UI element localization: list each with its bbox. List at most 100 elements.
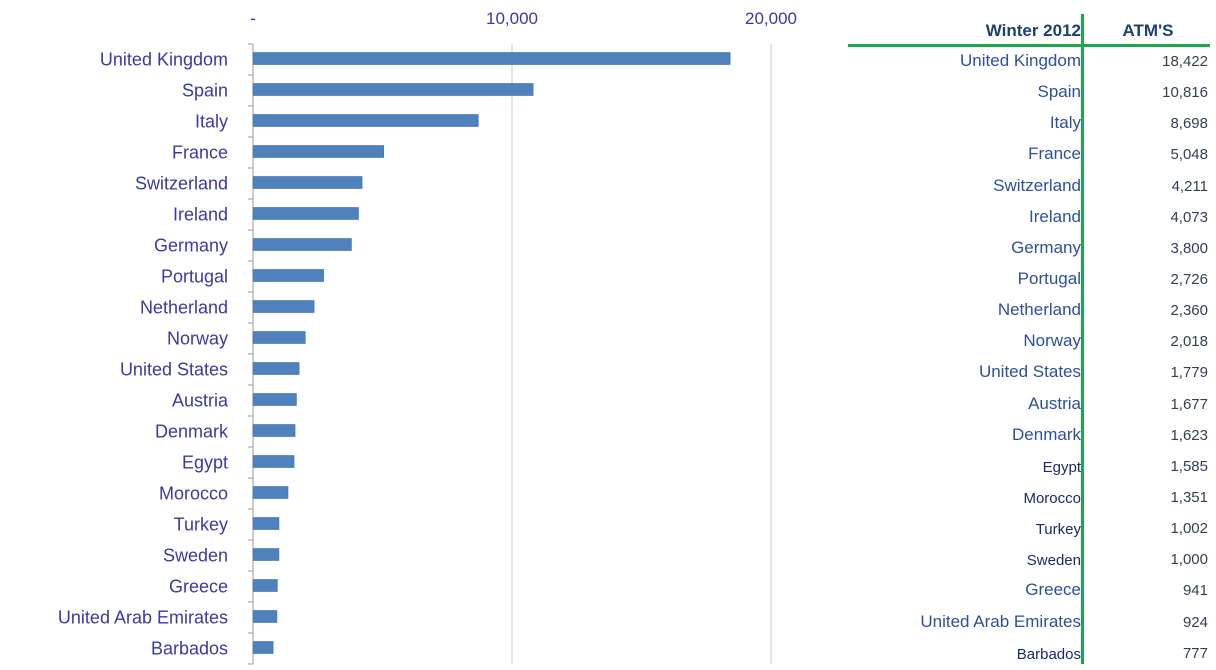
table-value: 1,585 bbox=[1170, 457, 1208, 475]
table-country: Barbados bbox=[1016, 645, 1081, 663]
bar bbox=[252, 300, 315, 313]
category-label: Italy bbox=[195, 112, 228, 132]
table-row: Switzerland 4,211 bbox=[848, 172, 1210, 203]
table-value: 1,000 bbox=[1170, 551, 1208, 569]
bar bbox=[252, 52, 731, 65]
bar bbox=[252, 486, 289, 499]
table-country: Italy bbox=[1049, 113, 1081, 133]
table-divider bbox=[1081, 14, 1084, 664]
table-country: Sweden bbox=[1026, 552, 1081, 570]
header-value: ATM'S bbox=[1122, 21, 1174, 40]
category-label: Sweden bbox=[163, 546, 228, 566]
table-value: 2,018 bbox=[1170, 333, 1208, 351]
table-country: France bbox=[1028, 144, 1081, 164]
table-value: 8,698 bbox=[1170, 115, 1208, 133]
table-row: Turkey 1,002 bbox=[848, 514, 1210, 545]
table-country: Morocco bbox=[1023, 489, 1081, 507]
category-label: Switzerland bbox=[135, 174, 228, 194]
table-row: Ireland 4,073 bbox=[848, 203, 1210, 234]
category-label: Netherland bbox=[140, 298, 228, 318]
category-label: Germany bbox=[154, 236, 228, 256]
table-value: 941 bbox=[1182, 582, 1208, 600]
table-value: 2,360 bbox=[1170, 302, 1208, 320]
bar bbox=[252, 393, 297, 406]
category-label: Portugal bbox=[161, 267, 228, 287]
category-label: Spain bbox=[182, 81, 228, 101]
bar bbox=[252, 331, 306, 344]
bar bbox=[252, 269, 324, 282]
table-country: Denmark bbox=[1012, 424, 1081, 444]
table-row: United States 1,779 bbox=[848, 358, 1210, 389]
table-country: United States bbox=[978, 362, 1081, 382]
table-value: 1,623 bbox=[1170, 426, 1208, 444]
header-country: Winter 2012 bbox=[985, 21, 1081, 40]
category-label: United States bbox=[120, 360, 228, 380]
category-label: France bbox=[172, 143, 228, 163]
table-value: 18,422 bbox=[1162, 53, 1208, 70]
table-country: Egypt bbox=[1042, 458, 1081, 476]
category-label: Denmark bbox=[155, 422, 229, 442]
category-label: Greece bbox=[169, 577, 228, 597]
table-country: Turkey bbox=[1035, 521, 1081, 539]
table-value: 777 bbox=[1182, 644, 1208, 662]
table-value: 1,677 bbox=[1170, 395, 1208, 413]
table-value: 3,800 bbox=[1170, 239, 1208, 257]
table-row: Greece 941 bbox=[848, 576, 1210, 607]
table-row: United Arab Emirates 924 bbox=[848, 608, 1210, 639]
category-label: Barbados bbox=[151, 639, 228, 659]
bar bbox=[252, 207, 359, 220]
table-country: United Arab Emirates bbox=[920, 611, 1081, 631]
x-tick-label: 20,000 bbox=[745, 9, 797, 28]
category-label: Morocco bbox=[159, 484, 228, 504]
bar bbox=[252, 362, 300, 375]
table-value: 924 bbox=[1182, 613, 1208, 631]
table-row: United Kingdom 18,422 bbox=[848, 47, 1210, 78]
category-label: United Kingdom bbox=[100, 50, 228, 70]
bar-chart: - 10,000 20,000 United Kingdom Spain Italy Fr… bbox=[58, 9, 797, 665]
category-label: Ireland bbox=[173, 205, 228, 225]
table-country: Austria bbox=[1028, 393, 1081, 413]
bar bbox=[252, 517, 280, 530]
table-country: Norway bbox=[1023, 331, 1081, 351]
table-row: Sweden 1,000 bbox=[848, 545, 1210, 576]
table-country: Portugal bbox=[1017, 268, 1081, 288]
table-row: Egypt 1,585 bbox=[848, 452, 1210, 483]
table-row: Spain 10,816 bbox=[848, 78, 1210, 109]
table-value: 5,048 bbox=[1170, 146, 1208, 164]
bar bbox=[252, 424, 296, 437]
chart-grid bbox=[248, 43, 772, 665]
table-value: 4,211 bbox=[1171, 177, 1208, 195]
table-row: France 5,048 bbox=[848, 140, 1210, 171]
bar bbox=[252, 114, 479, 127]
x-tick-label: 10,000 bbox=[486, 9, 538, 28]
category-label: United Arab Emirates bbox=[58, 608, 228, 628]
table-country: Greece bbox=[1025, 580, 1081, 600]
table-value: 2,726 bbox=[1170, 270, 1208, 288]
category-label: Turkey bbox=[174, 515, 228, 535]
table-header: Winter 2012 ATM'S bbox=[848, 14, 1210, 47]
category-label: Norway bbox=[167, 329, 228, 349]
table-value: 10,816 bbox=[1162, 84, 1208, 102]
atm-table: Winter 2012 ATM'S United Kingdom 18,422 Sp… bbox=[848, 14, 1210, 670]
table-value: 1,351 bbox=[1170, 488, 1208, 506]
table-value: 4,073 bbox=[1170, 208, 1208, 226]
x-axis-ticks: - 10,000 20,000 bbox=[250, 9, 797, 28]
bar bbox=[252, 579, 278, 592]
bar bbox=[252, 455, 295, 468]
table-value: 1,779 bbox=[1170, 364, 1208, 382]
table-row: Denmark 1,623 bbox=[848, 421, 1210, 452]
table-value: 1,002 bbox=[1170, 520, 1208, 538]
bar bbox=[252, 176, 363, 189]
category-labels: United Kingdom Spain Italy France Switzerlan… bbox=[58, 50, 229, 659]
bar bbox=[252, 145, 385, 158]
category-label: Austria bbox=[172, 391, 229, 411]
table-country: Germany bbox=[1011, 237, 1081, 257]
table-country: Spain bbox=[1037, 82, 1081, 102]
table-country: Netherland bbox=[997, 300, 1081, 320]
bar bbox=[252, 238, 352, 251]
table-country: Switzerland bbox=[993, 175, 1081, 195]
table-row: Netherland 2,360 bbox=[848, 296, 1210, 327]
bar bbox=[252, 83, 534, 96]
table-row: Portugal 2,726 bbox=[848, 265, 1210, 296]
table-row: Austria 1,677 bbox=[848, 390, 1210, 421]
